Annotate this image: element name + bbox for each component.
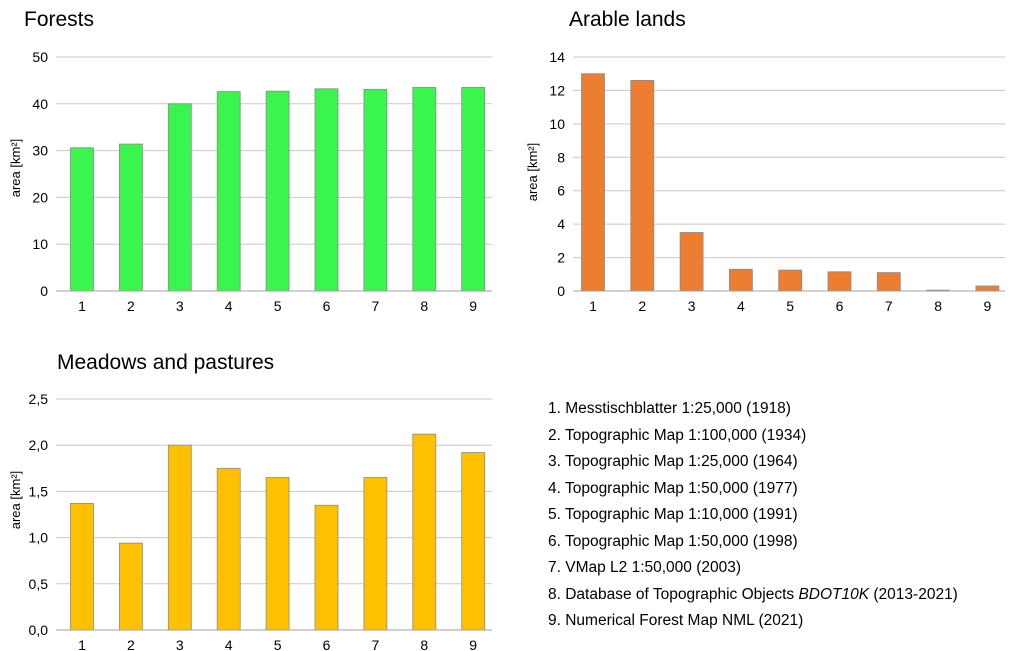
meadows-bar-5 — [265, 477, 290, 631]
arable-lands-y-axis-label: area [km²] — [525, 143, 540, 202]
meadows-bar-7 — [363, 477, 388, 631]
forests-bar-9 — [461, 87, 486, 292]
legend-item-2: 2. Topographic Map 1:100,000 (1934) — [548, 426, 807, 444]
meadows-chart-title: Meadows and pastures — [57, 351, 275, 374]
arable-lands-bar-4 — [729, 268, 753, 292]
meadows-bar-6 — [314, 504, 339, 631]
forests-chart-title: Forests — [24, 8, 95, 31]
meadows-bar-4 — [216, 467, 241, 631]
meadows-bar-9 — [461, 452, 486, 631]
legend-item-8-suffix: (2013-2021) — [869, 585, 958, 603]
arable-lands-x-tick-label: 8 — [934, 298, 942, 314]
arable-lands-y-tick-label: 6 — [557, 183, 565, 199]
forests-y-tick-label: 0 — [40, 283, 48, 299]
meadows-x-tick-label: 9 — [469, 637, 477, 651]
forests-bar-5 — [265, 90, 290, 292]
legend-item-9: 9. Numerical Forest Map NML (2021) — [548, 612, 804, 629]
forests-x-tick-label: 1 — [78, 298, 86, 314]
arable-lands-y-tick-label: 12 — [549, 82, 565, 98]
meadows-x-tick-label: 7 — [372, 637, 380, 651]
arable-lands-x-tick-label: 7 — [885, 298, 893, 314]
legend-item-1: 1. Messtischblatter 1:25,000 (1918) — [548, 400, 791, 417]
arable-lands-x-tick-label: 9 — [984, 298, 992, 314]
forests-x-tick-label: 5 — [274, 298, 282, 314]
forests-x-tick-label: 6 — [323, 298, 331, 314]
legend-item-7: 7. VMap L2 1:50,000 (2003) — [548, 559, 742, 576]
forests-bar-4 — [216, 91, 241, 292]
arable-lands-bar-7 — [876, 272, 901, 292]
meadows-bar-3 — [167, 444, 192, 631]
legend-item-8: 8. Database of Topographic Objects BDOT1… — [548, 582, 958, 609]
forests-bar-8 — [412, 87, 437, 292]
arable-lands-x-tick-label: 3 — [688, 298, 696, 314]
forests-y-tick-label: 40 — [32, 96, 48, 112]
meadows-x-tick-label: 5 — [274, 637, 282, 651]
arable-lands-bar-2 — [630, 80, 655, 292]
forests-bar-2 — [119, 143, 143, 292]
arable-lands-y-tick-label: 14 — [549, 49, 565, 65]
legend-item-4: 4. Topographic Map 1:50,000 (1977) — [548, 479, 798, 497]
arable-lands-y-tick-label: 2 — [557, 250, 565, 266]
arable-lands-y-tick-label: 4 — [557, 216, 565, 232]
meadows-x-tick-label: 8 — [420, 637, 428, 651]
legend-item-8-prefix: 8. Database of Topographic Objects — [548, 585, 799, 603]
arable-lands-bar-9 — [975, 285, 1000, 292]
forests-x-tick-label: 8 — [420, 298, 428, 314]
arable-lands-bar-3 — [679, 232, 704, 292]
arable-lands-bar-5 — [778, 269, 803, 292]
meadows-y-tick-label: 1,0 — [29, 530, 49, 546]
meadows-y-axis-label: area [km²] — [8, 471, 23, 530]
forests-y-tick-label: 50 — [32, 49, 48, 65]
forests-y-tick-label: 10 — [32, 236, 48, 252]
meadows-x-tick-label: 4 — [225, 637, 233, 651]
forests-x-tick-label: 9 — [469, 298, 477, 314]
forests-x-tick-label: 4 — [225, 298, 233, 314]
forests-bar-7 — [363, 88, 388, 292]
forests-bar-1 — [70, 147, 94, 292]
arable-lands-y-tick-label: 8 — [557, 149, 565, 165]
meadows-bar-1 — [70, 503, 94, 631]
arable-lands-x-tick-label: 2 — [638, 298, 646, 314]
meadows-y-tick-label: 0,0 — [29, 622, 49, 638]
meadows-x-tick-label: 3 — [176, 637, 184, 651]
forests-y-axis-label: area [km²] — [8, 139, 23, 198]
forests-y-tick-label: 30 — [32, 143, 48, 159]
meadows-bar-2 — [119, 542, 143, 631]
legend-item-3: 3. Topographic Map 1:25,000 (1964) — [548, 453, 798, 470]
arable-lands-y-tick-label: 10 — [549, 116, 565, 132]
meadows-bar-8 — [412, 433, 437, 631]
arable-lands-bar-1 — [581, 73, 605, 292]
meadows-x-tick-label: 1 — [78, 637, 86, 651]
forests-bar-3 — [167, 103, 192, 292]
meadows-y-tick-label: 2,5 — [29, 391, 49, 407]
meadows-x-tick-label: 2 — [127, 637, 135, 651]
meadows-y-tick-label: 1,5 — [29, 483, 49, 499]
arable-lands-x-tick-label: 5 — [786, 298, 794, 314]
meadows-y-tick-label: 0,5 — [29, 576, 49, 592]
arable-lands-chart-title: Arable lands — [569, 8, 686, 31]
arable-lands-bar-6 — [827, 271, 852, 292]
legend-item-8-dataset-name: BDOT10K — [798, 585, 870, 603]
meadows-x-tick-label: 6 — [323, 637, 331, 651]
meadows-y-tick-label: 2,0 — [29, 437, 49, 453]
forests-y-tick-label: 20 — [32, 189, 48, 205]
forests-x-tick-label: 7 — [372, 298, 380, 314]
map-source-legend: 1. Messtischblatter 1:25,000 (1918) 2. T… — [548, 396, 958, 635]
legend-item-5: 5. Topographic Map 1:10,000 (1991) — [548, 506, 798, 523]
forests-bar-6 — [314, 88, 339, 292]
forests-x-tick-label: 2 — [127, 298, 135, 314]
forests-x-tick-label: 3 — [176, 298, 184, 314]
arable-lands-x-tick-label: 1 — [589, 298, 597, 314]
arable-lands-y-tick-label: 0 — [557, 283, 565, 299]
arable-lands-x-tick-label: 6 — [836, 298, 844, 314]
arable-lands-x-tick-label: 4 — [737, 298, 745, 314]
legend-item-6: 6. Topographic Map 1:50,000 (1998) — [548, 532, 798, 550]
